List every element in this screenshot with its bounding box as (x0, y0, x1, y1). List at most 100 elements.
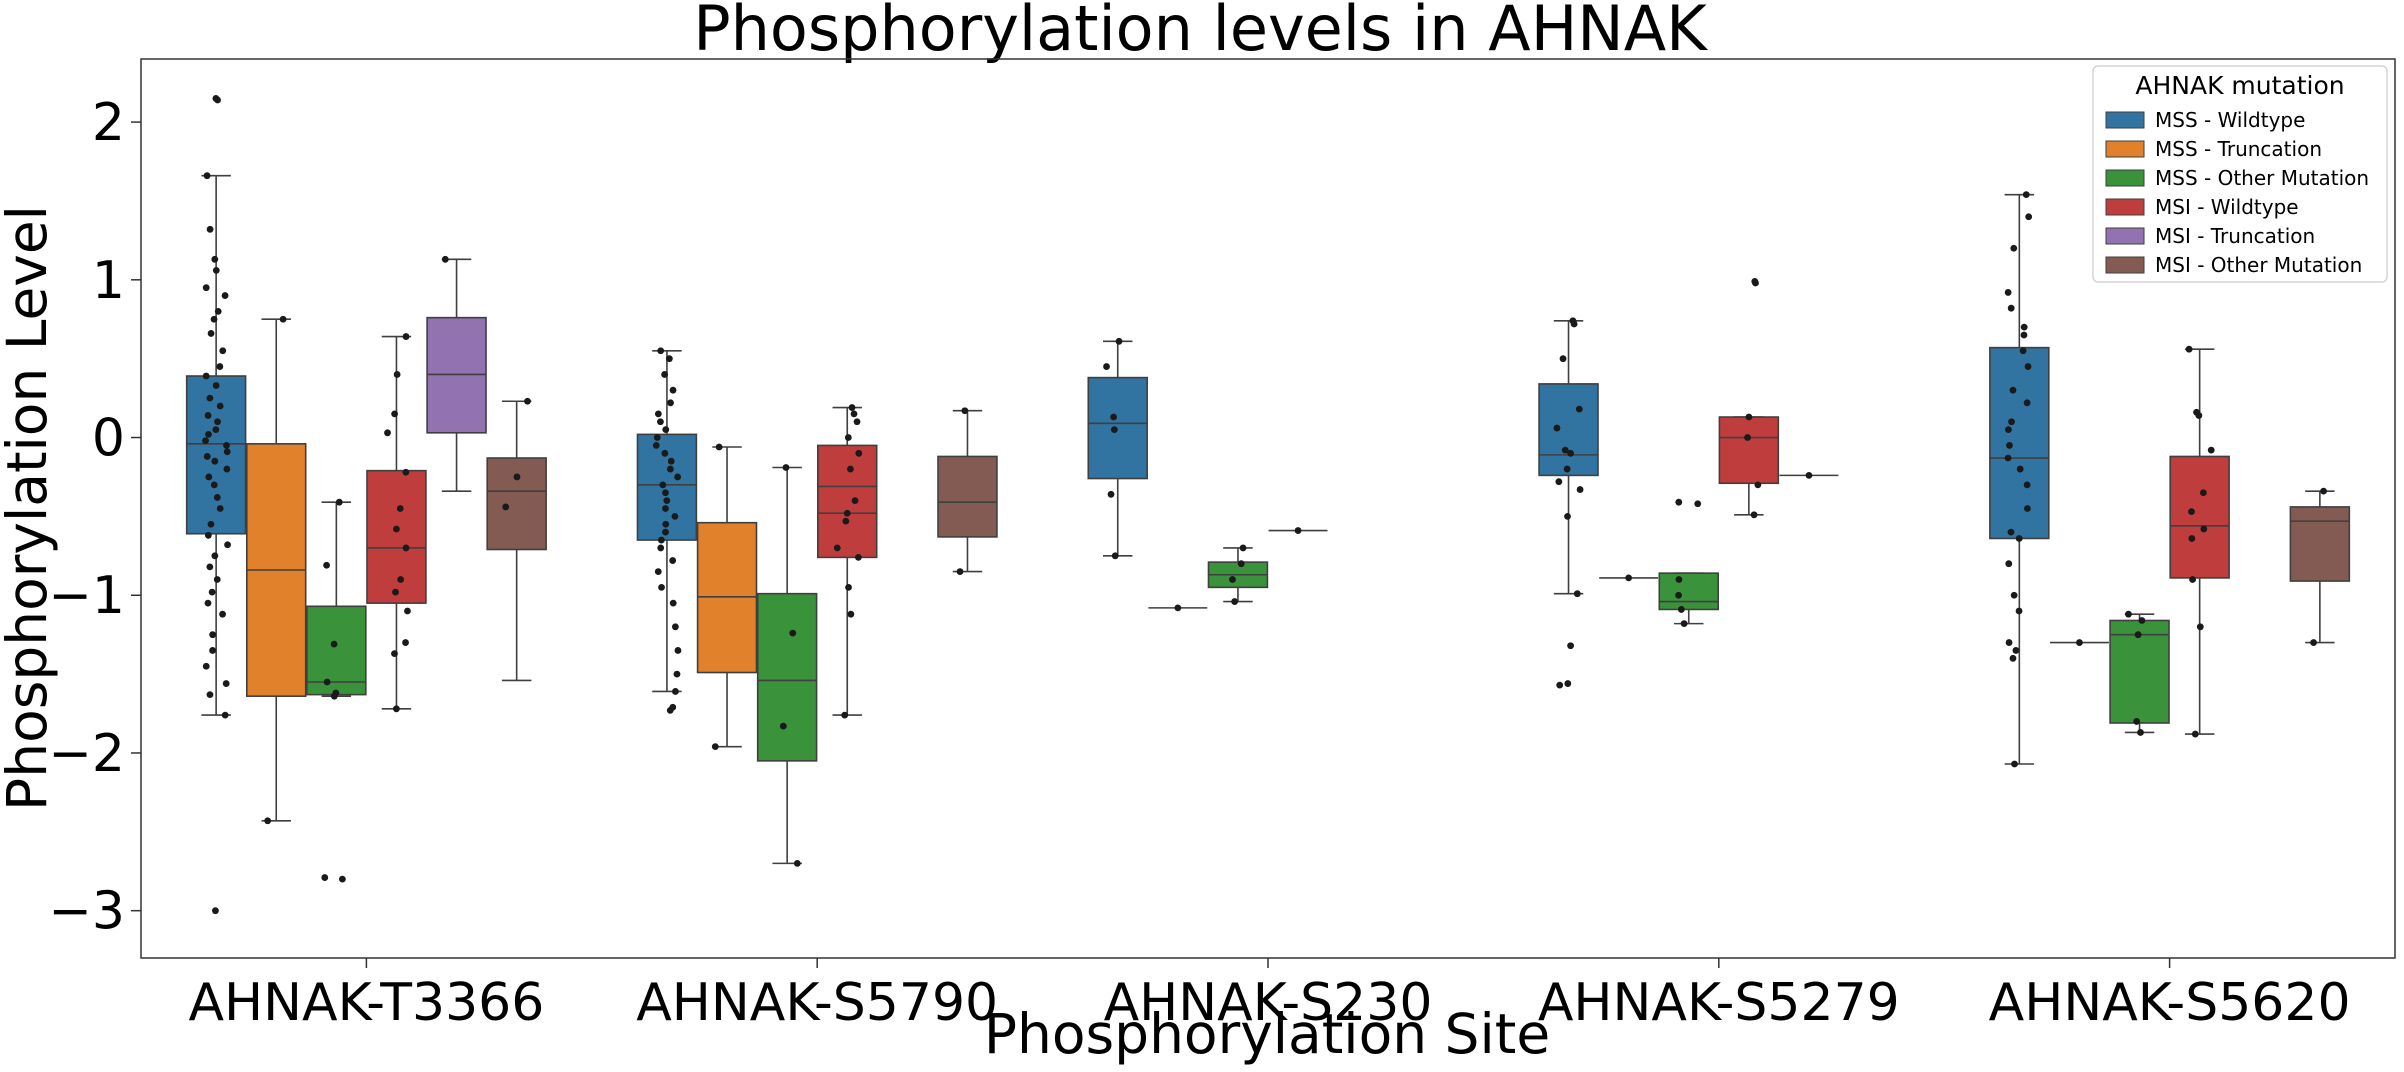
x-tick-label: AHNAK-S5790 (636, 973, 998, 1033)
box-iqr (486, 457, 547, 551)
data-point (206, 691, 214, 699)
data-point (1564, 512, 1571, 520)
data-point (323, 561, 331, 569)
box-iqr (1087, 376, 1148, 480)
data-point (202, 372, 210, 380)
data-point (2024, 505, 2031, 512)
box-group (185, 95, 247, 915)
data-point (2199, 489, 2207, 497)
data-point (211, 552, 219, 560)
data-point (204, 599, 212, 607)
data-point (1677, 606, 1685, 613)
data-point (1231, 598, 1239, 605)
data-point (779, 722, 787, 730)
y-axis-label: Phosphorylation Level (0, 205, 59, 811)
data-point (1103, 363, 1110, 370)
data-point (847, 465, 854, 473)
data-point (216, 505, 224, 512)
data-point (1567, 642, 1574, 650)
data-point (1567, 449, 1574, 457)
data-point (715, 443, 723, 451)
data-point (214, 418, 221, 426)
data-point (2196, 623, 2204, 631)
x-tick-label: AHNAK-T3366 (188, 973, 544, 1033)
data-point (1555, 478, 1563, 486)
box-group (756, 464, 818, 867)
data-point (335, 498, 343, 506)
box-iqr (1658, 572, 1719, 611)
data-point (841, 711, 849, 719)
data-point (1694, 500, 1702, 508)
data-point (209, 631, 217, 639)
data-point (1573, 590, 1581, 598)
data-point (2015, 535, 2023, 542)
data-point (2134, 631, 2142, 639)
box-iqr (937, 455, 998, 538)
box-group (1718, 277, 1780, 519)
data-point (211, 457, 219, 465)
data-point (961, 407, 969, 415)
data-point (402, 544, 410, 552)
data-point (1110, 413, 1117, 421)
data-point (2004, 289, 2012, 296)
box-group (306, 498, 367, 883)
legend-swatch (2105, 111, 2145, 129)
data-point (1754, 481, 1762, 489)
data-point (2015, 607, 2023, 615)
data-point (2195, 412, 2203, 419)
data-point (661, 371, 669, 378)
data-point (212, 266, 220, 274)
y-tick-label: 0 (92, 409, 125, 469)
data-point (204, 412, 212, 419)
data-point (845, 583, 852, 591)
data-point (212, 382, 220, 389)
data-point (1110, 426, 1118, 434)
data-point (793, 859, 801, 867)
data-point (2005, 426, 2012, 434)
data-point (223, 465, 231, 473)
box-iqr (817, 444, 878, 559)
data-point (658, 583, 665, 591)
data-point (674, 473, 682, 481)
data-point (1675, 498, 1683, 506)
data-point (2185, 345, 2193, 353)
data-point (338, 875, 346, 883)
data-point (396, 505, 404, 512)
data-point (2009, 654, 2017, 662)
legend-label: MSS - Other Mutation (2155, 166, 2369, 190)
data-point (662, 426, 670, 434)
data-point (216, 402, 224, 410)
data-point (1744, 434, 1751, 441)
data-point (674, 647, 682, 654)
data-point (393, 525, 400, 533)
data-point (711, 743, 719, 751)
data-point (652, 442, 660, 449)
data-point (1553, 424, 1561, 432)
data-point (206, 225, 214, 233)
data-point (2024, 363, 2032, 370)
data-point (657, 544, 665, 552)
data-point (1675, 591, 1682, 599)
data-point (202, 437, 209, 445)
data-point (956, 568, 964, 575)
data-point (210, 481, 218, 489)
data-point (1745, 413, 1753, 421)
data-point (1675, 576, 1683, 583)
data-point (1750, 511, 1758, 519)
data-point (851, 497, 859, 505)
box-iqr (1718, 416, 1780, 485)
data-point (223, 442, 230, 449)
data-point (2188, 508, 2195, 516)
box-group (2289, 487, 2351, 646)
data-point (203, 453, 211, 460)
data-point (211, 255, 219, 263)
data-point (402, 333, 410, 340)
data-point (1575, 405, 1583, 413)
data-point (1294, 527, 1302, 534)
data-point (213, 576, 221, 583)
data-point (833, 544, 841, 552)
data-point (657, 536, 665, 544)
data-point (223, 448, 231, 456)
legend-swatch (2105, 140, 2145, 158)
